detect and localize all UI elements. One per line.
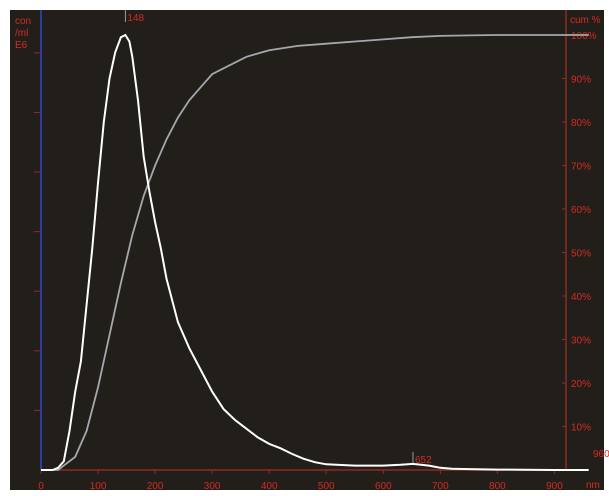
y-right-label: cum % <box>570 15 601 26</box>
y-right-tick-label: 10% <box>571 423 591 434</box>
y-right-tick-label: 50% <box>571 249 591 260</box>
y-right-tick-label: 70% <box>571 162 591 173</box>
x-tick-label: 500 <box>318 481 335 492</box>
y-right-tick-label: 100% <box>571 31 597 42</box>
y-left-label-line: /ml <box>15 28 28 39</box>
x-tick-label: 900 <box>546 481 563 492</box>
tick-labels: 0 100 200 300 400 500 600 700 800 900 10% 20% 30% 40%… <box>38 31 596 492</box>
y-right-tick-label: 40% <box>571 292 591 303</box>
x-end-label: 960 <box>593 449 609 460</box>
annotation-markers: 148 652 <box>124 10 432 466</box>
y-left-label-line: con <box>15 16 31 27</box>
y-left-label: con/ml E6 <box>15 16 31 51</box>
x-tick-label: 200 <box>147 481 164 492</box>
x-tick-label: 700 <box>432 481 449 492</box>
x-axis-label: nm <box>586 480 600 491</box>
y-right-tick-label: 80% <box>571 118 591 129</box>
series-line-concentration <box>41 33 589 471</box>
plot-background <box>10 10 604 490</box>
y-left-label-line: E6 <box>15 40 28 51</box>
x-tick-label: 300 <box>204 481 221 492</box>
x-tick-label: 0 <box>38 481 44 492</box>
annotation-label: 652 <box>415 455 432 466</box>
x-tick-label: 600 <box>375 481 392 492</box>
annotation-label: 148 <box>127 13 144 24</box>
series-line-cumulative <box>41 34 589 471</box>
y-right-tick-label: 90% <box>571 75 591 86</box>
y-right-tick-label: 20% <box>571 379 591 390</box>
y-right-tick-label: 60% <box>571 205 591 216</box>
y-right-tick-label: 30% <box>571 336 591 347</box>
x-tick-label: 100 <box>90 481 107 492</box>
x-tick-label: 400 <box>261 481 278 492</box>
x-tick-label: 800 <box>489 481 506 492</box>
